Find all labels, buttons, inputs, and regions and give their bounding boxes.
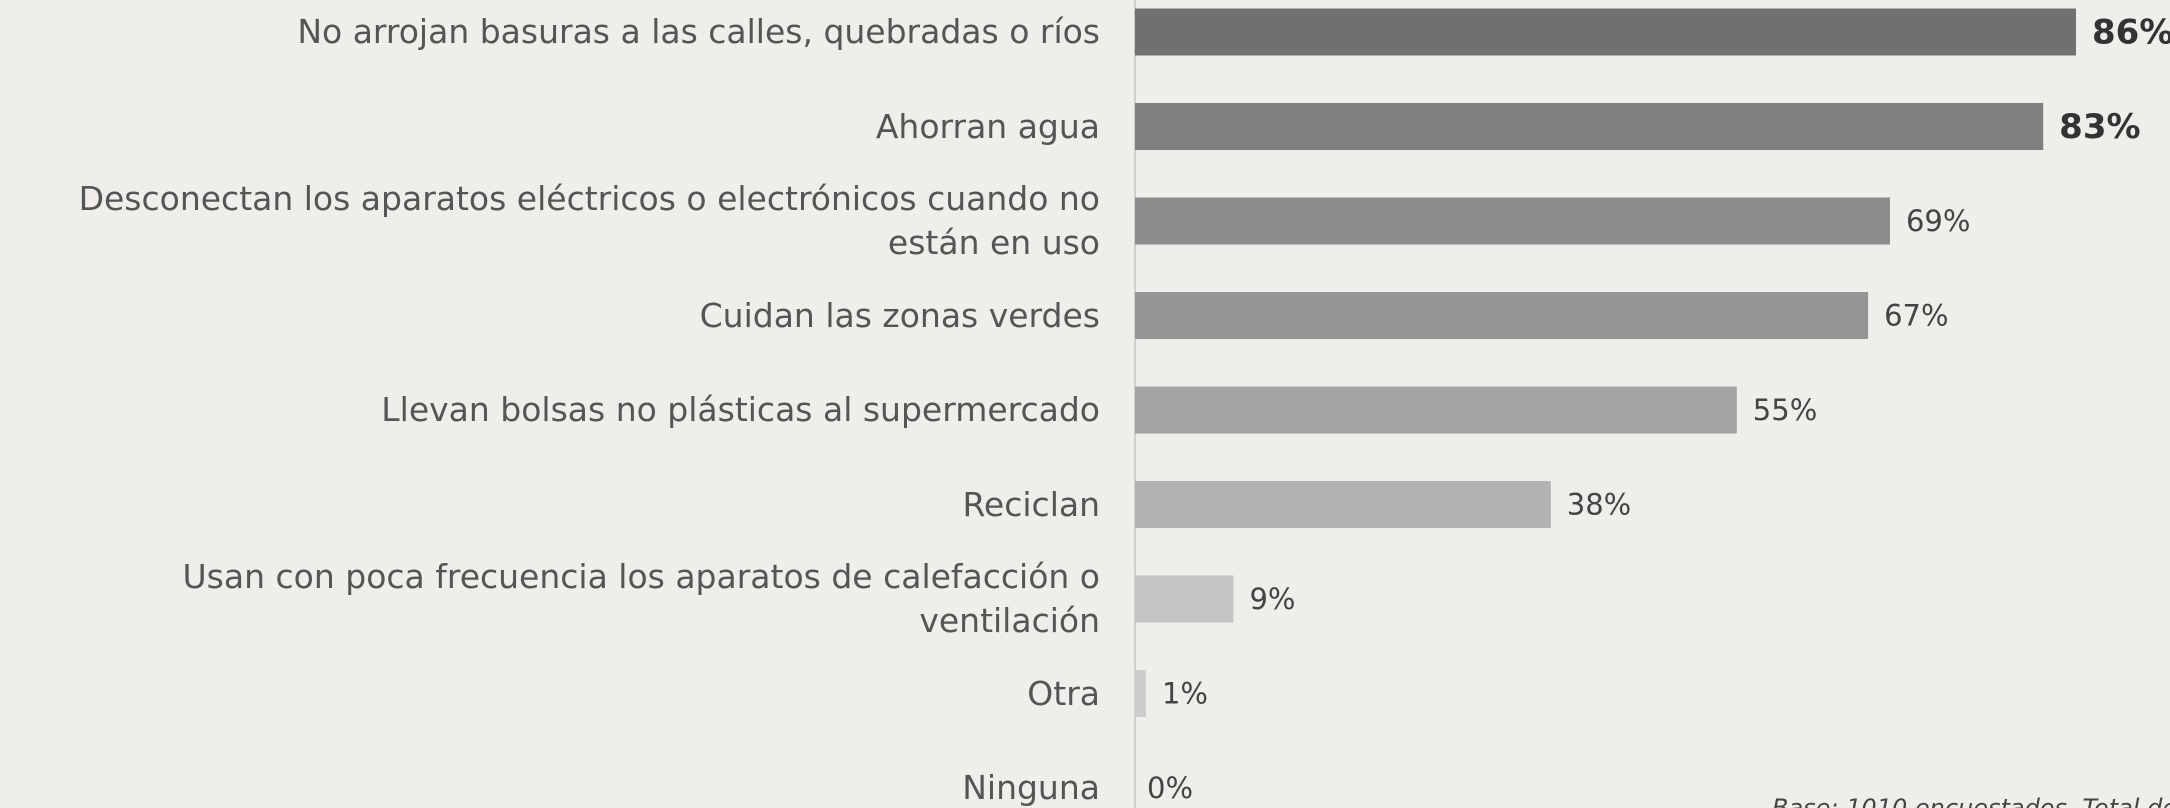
value-label: 9%	[1249, 582, 1295, 616]
bar	[1135, 103, 2044, 150]
bar	[1135, 575, 1234, 623]
bar	[1135, 8, 2076, 56]
category-label: Otra	[1027, 673, 1100, 713]
category-label: Usan con poca frecuencia los aparatos de…	[182, 557, 1100, 640]
value-label: 38%	[1567, 488, 1631, 522]
footnote: Base: 1010 encuestados. Total de	[1772, 794, 2170, 808]
bar	[1135, 386, 1737, 434]
category-label: Cuidan las zonas verdes	[699, 295, 1100, 335]
value-label: 83%	[2059, 107, 2140, 147]
bar	[1135, 670, 1146, 717]
category-label: No arrojan basuras a las calles, quebrad…	[297, 12, 1100, 51]
value-label: 86%	[2092, 13, 2170, 53]
category-label: Llevan bolsas no plásticas al supermerca…	[381, 390, 1100, 429]
value-label: 67%	[1884, 299, 1948, 333]
value-label: 69%	[1906, 204, 1970, 238]
category-label: Reciclan	[962, 484, 1100, 524]
value-label: 0%	[1147, 771, 1193, 805]
value-label: 55%	[1753, 393, 1817, 427]
category-label: Ahorran agua	[875, 106, 1100, 146]
bar	[1135, 197, 1890, 245]
category-label: Ninguna	[962, 768, 1100, 807]
bar	[1135, 481, 1551, 528]
value-label: 1%	[1162, 677, 1208, 711]
category-label: Desconectan los aparatos eléctricos o el…	[78, 179, 1100, 262]
bar	[1135, 292, 1869, 339]
